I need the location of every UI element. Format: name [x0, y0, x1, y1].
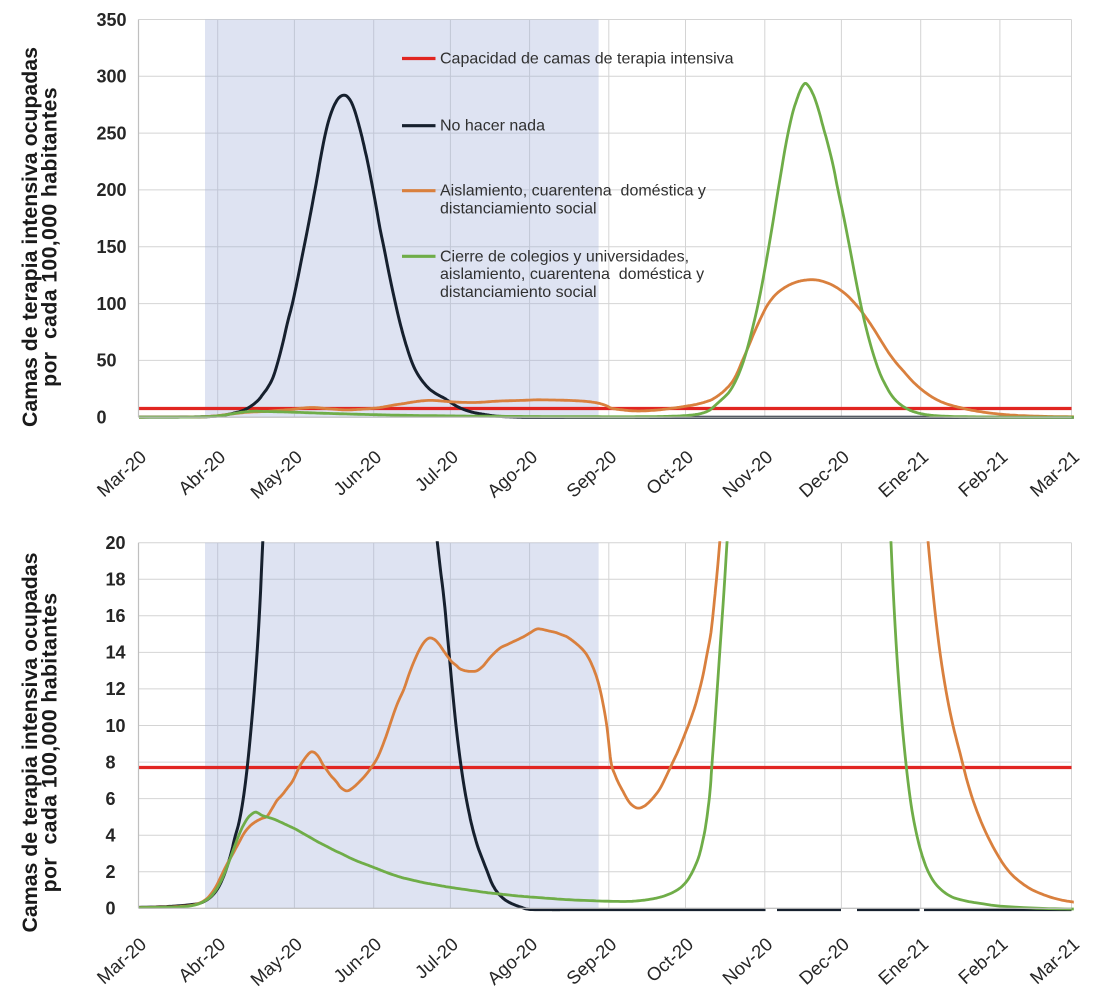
svg-text:350: 350 — [97, 10, 127, 30]
svg-text:Cierre de colegios y universid: Cierre de colegios y universidades, — [440, 248, 689, 265]
svg-text:Aislamiento, cuarentena domés: Aislamiento, cuarentena doméstica y — [440, 183, 706, 200]
svg-text:10: 10 — [106, 716, 126, 736]
svg-text:150: 150 — [97, 237, 127, 257]
svg-text:14: 14 — [106, 643, 126, 663]
svg-text:4: 4 — [106, 826, 116, 846]
svg-text:12: 12 — [106, 679, 126, 699]
svg-text:300: 300 — [97, 67, 127, 87]
svg-text:0: 0 — [97, 408, 107, 428]
svg-text:aislamiento, cuarentena domés: aislamiento, cuarentena doméstica y — [440, 266, 704, 283]
svg-text:50: 50 — [97, 351, 117, 371]
svg-text:distanciamiento social: distanciamiento social — [440, 201, 597, 218]
svg-text:Camas de terapia intensiva ocu: Camas de terapia intensiva ocupadas — [18, 553, 42, 933]
svg-text:por cada 100,000 habitantes: por cada 100,000 habitantes — [38, 593, 62, 893]
svg-text:250: 250 — [97, 123, 127, 143]
svg-text:18: 18 — [106, 570, 126, 590]
svg-text:Capacidad de camas de terapia: Capacidad de camas de terapia intensiva — [440, 51, 734, 68]
svg-text:8: 8 — [106, 752, 116, 772]
svg-text:20: 20 — [106, 533, 126, 553]
svg-text:por cada 100,000 habitantes: por cada 100,000 habitantes — [38, 87, 62, 387]
svg-text:distanciamiento social: distanciamiento social — [440, 284, 597, 301]
svg-text:200: 200 — [97, 180, 127, 200]
svg-text:100: 100 — [97, 294, 127, 314]
svg-text:No hacer nada: No hacer nada — [440, 118, 545, 135]
svg-text:16: 16 — [106, 606, 126, 626]
svg-text:Camas de terapia intensiva ocu: Camas de terapia intensiva ocupadas — [18, 47, 42, 427]
svg-text:6: 6 — [106, 789, 116, 809]
svg-text:2: 2 — [106, 862, 116, 882]
svg-text:0: 0 — [106, 899, 116, 919]
